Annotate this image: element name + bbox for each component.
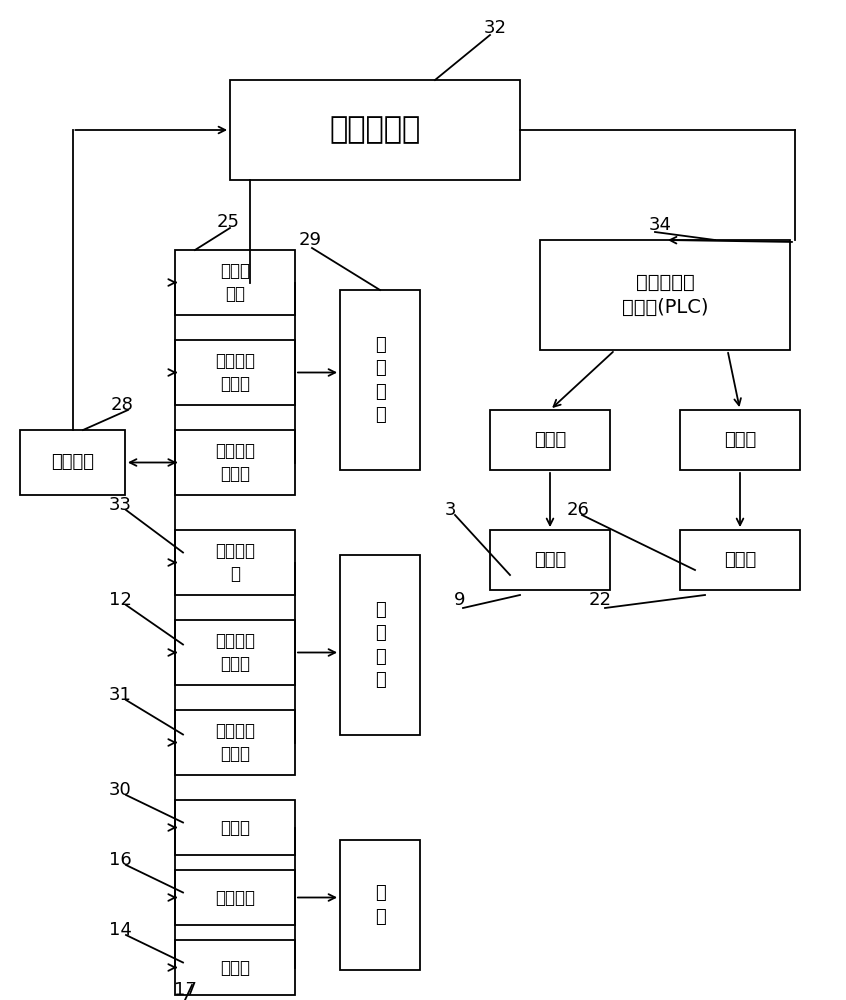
Text: 30: 30 xyxy=(108,781,131,799)
Text: 可编程逻辑
控制器(PLC): 可编程逻辑 控制器(PLC) xyxy=(622,273,708,317)
Bar xyxy=(175,250,295,315)
Text: 进
口
空
气: 进 口 空 气 xyxy=(375,336,386,424)
Bar xyxy=(175,620,295,685)
Text: 32: 32 xyxy=(484,19,507,37)
Text: 出口湿度
传感器: 出口湿度 传感器 xyxy=(215,722,255,763)
Text: 12: 12 xyxy=(108,591,131,609)
Text: 测量装置: 测量装置 xyxy=(51,454,94,472)
Bar xyxy=(175,800,295,855)
Text: 出口温度
传感器: 出口温度 传感器 xyxy=(215,632,255,673)
Text: 百叶箱: 百叶箱 xyxy=(220,818,250,836)
Text: 上位计算机: 上位计算机 xyxy=(329,115,420,144)
Text: 旋转架: 旋转架 xyxy=(534,551,566,569)
Bar xyxy=(175,940,295,995)
Bar xyxy=(540,240,790,350)
Bar xyxy=(175,530,295,595)
Text: 进口流
量计: 进口流 量计 xyxy=(220,262,250,303)
Text: 28: 28 xyxy=(111,396,134,414)
Bar xyxy=(340,555,420,735)
Text: 风速仪: 风速仪 xyxy=(220,958,250,976)
Text: 14: 14 xyxy=(108,921,131,939)
Text: 29: 29 xyxy=(299,231,321,249)
Text: 3: 3 xyxy=(444,501,456,519)
Text: 进口温度
传感器: 进口温度 传感器 xyxy=(215,352,255,393)
Text: 出
口
空
气: 出 口 空 气 xyxy=(375,601,386,689)
Bar xyxy=(680,410,800,470)
Bar xyxy=(230,80,520,180)
Text: 22: 22 xyxy=(589,591,612,609)
Bar xyxy=(175,870,295,925)
Text: 进口湿度
传感器: 进口湿度 传感器 xyxy=(215,442,255,483)
Text: 出口流量
计: 出口流量 计 xyxy=(215,542,255,583)
Text: 17: 17 xyxy=(173,981,196,999)
Bar xyxy=(490,530,610,590)
Text: 电机一: 电机一 xyxy=(534,431,566,449)
Text: 16: 16 xyxy=(108,851,131,869)
Text: 34: 34 xyxy=(649,216,672,234)
Text: 31: 31 xyxy=(108,686,131,704)
Bar xyxy=(20,430,125,495)
Text: 25: 25 xyxy=(217,213,239,231)
Bar xyxy=(340,290,420,470)
Bar xyxy=(175,430,295,495)
Text: 33: 33 xyxy=(108,496,131,514)
Bar xyxy=(175,340,295,405)
Text: 环
境: 环 境 xyxy=(375,884,386,926)
Text: 卷轴盒: 卷轴盒 xyxy=(724,551,756,569)
Bar xyxy=(340,840,420,970)
Text: 电机二: 电机二 xyxy=(724,431,756,449)
Text: 总辐射表: 总辐射表 xyxy=(215,888,255,906)
Text: 26: 26 xyxy=(567,501,590,519)
Bar xyxy=(490,410,610,470)
Bar xyxy=(175,710,295,775)
Bar xyxy=(680,530,800,590)
Text: 9: 9 xyxy=(454,591,466,609)
